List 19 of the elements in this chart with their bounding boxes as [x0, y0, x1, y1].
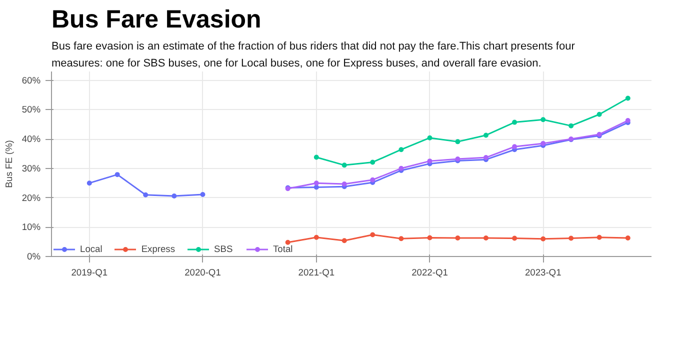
legend-label: Local: [80, 244, 102, 254]
x-tick-label: 2023-Q1: [524, 268, 562, 278]
legend-label: Express: [141, 244, 176, 254]
x-tick-label: 2020-Q1: [184, 268, 221, 278]
y-axis-title: Bus FE (%): [4, 140, 14, 188]
y-tick-label: 0%: [27, 252, 40, 262]
y-tick-label: 30%: [22, 163, 40, 174]
x-tick-label: 2019-Q1: [71, 268, 108, 278]
chart-subtitle: Bus fare evasion is an estimate of the fraction of bus riders that did not pay the fare.This chart presents four measures: one for SBS buses, one for Local buses, one for Express buses, and overall fare evasion.: [52, 40, 576, 70]
legend-label: SBS: [214, 244, 234, 254]
y-tick-label: 50%: [22, 104, 40, 115]
y-tick-label: 20%: [22, 192, 40, 203]
legend-label: Total: [273, 244, 294, 254]
x-tick-label: 2022-Q1: [412, 268, 448, 278]
y-tick-label: 40%: [22, 134, 40, 144]
y-tick-label: 60%: [22, 75, 40, 86]
y-tick-label: 10%: [22, 222, 40, 232]
x-tick-label: 2021-Q1: [298, 268, 335, 278]
chart-title: Bus Fare Evasion: [52, 6, 262, 34]
